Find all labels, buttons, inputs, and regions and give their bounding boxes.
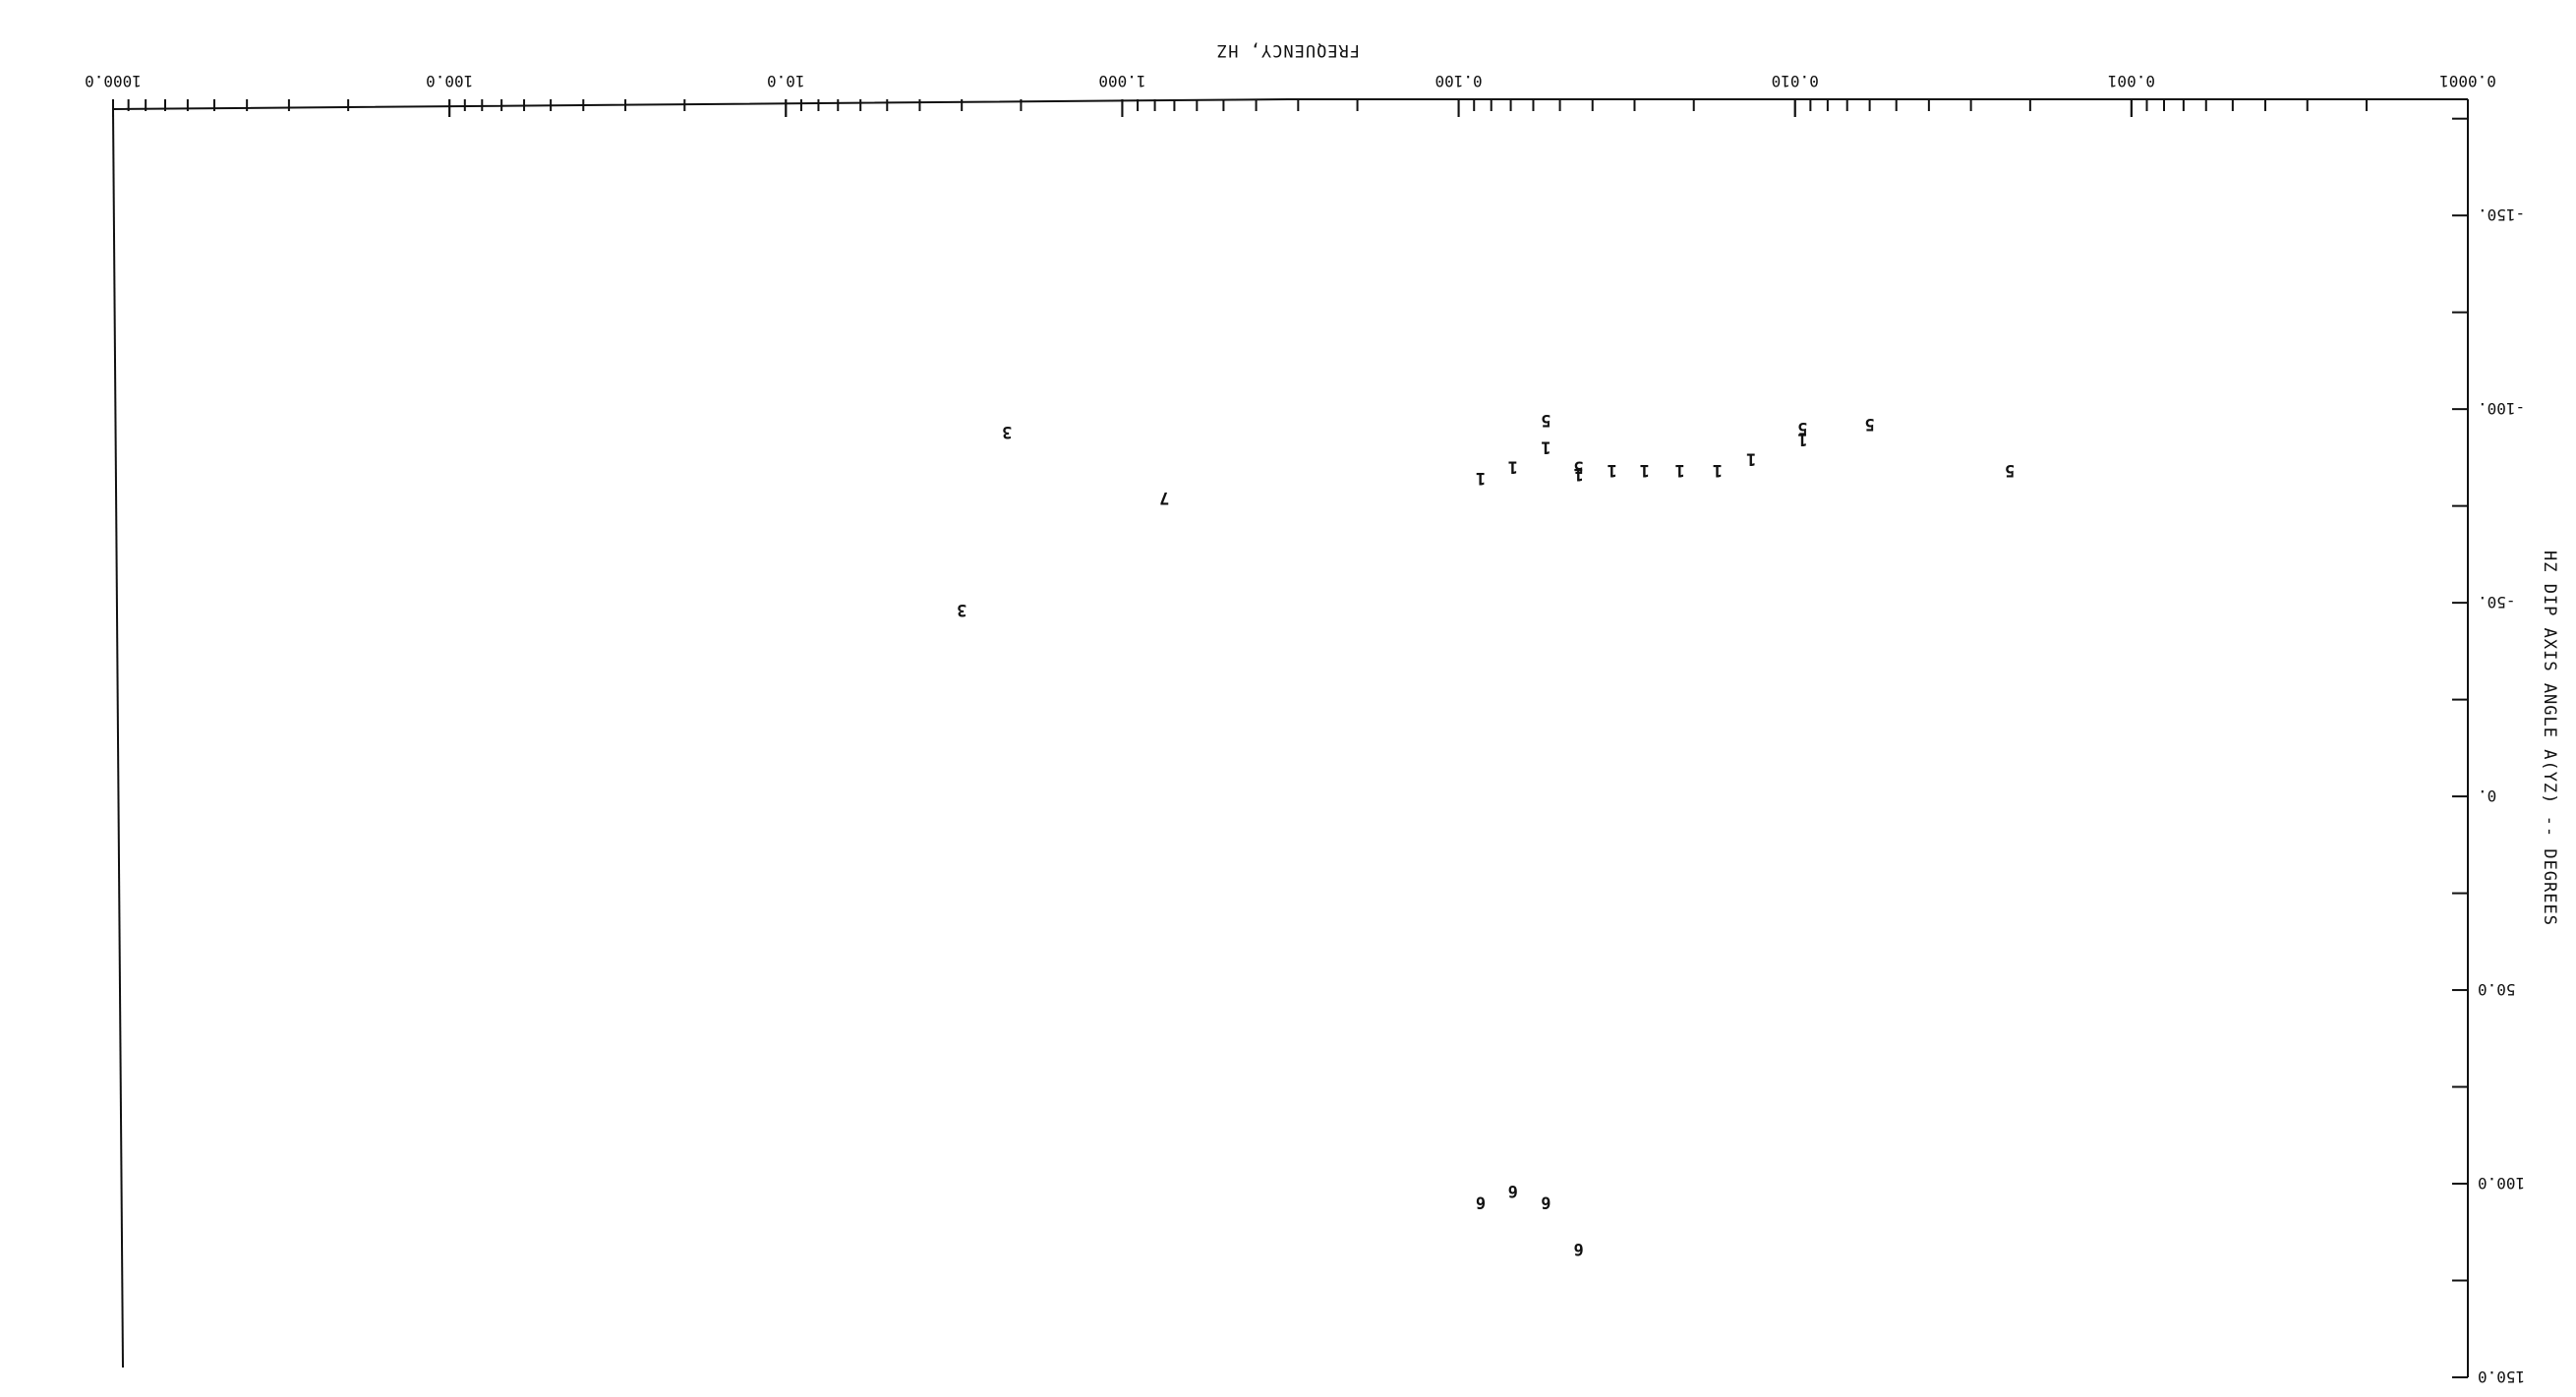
data-point-7: 7 — [1159, 488, 1169, 507]
x-tick-label: 0.001 — [2108, 72, 2155, 90]
data-point-1: 1 — [1607, 460, 1616, 480]
data-point-1: 1 — [1674, 460, 1684, 480]
x-tick-label: 0.010 — [1772, 72, 1819, 90]
x-tick-label: 0.100 — [1434, 72, 1482, 90]
data-point-5: 5 — [1864, 414, 1874, 434]
data-point-5: 5 — [1797, 418, 1807, 437]
data-point-1: 1 — [1713, 460, 1723, 480]
data-point-3: 3 — [957, 600, 966, 619]
data-point-5: 5 — [2005, 460, 2015, 480]
y-axis-label: HZ DIP AXIS ANGLE A(YZ) -- DEGREES — [2540, 551, 2559, 926]
data-point-6: 6 — [1541, 1193, 1551, 1212]
data-point-1: 1 — [1746, 448, 1756, 468]
right-edge-line — [112, 108, 124, 1368]
data-point-3: 3 — [1002, 422, 1012, 441]
y-tick-label: 50.0 — [2478, 980, 2516, 999]
data-point-1: 1 — [1573, 464, 1583, 484]
x-tick-label: 1000.0 — [85, 72, 142, 90]
data-point-1: 1 — [1508, 456, 1518, 476]
data-point-5: 5 — [1573, 456, 1583, 476]
y-tick-label: 0. — [2478, 786, 2496, 805]
x-tick-label: 10.0 — [767, 72, 805, 90]
data-point-6: 6 — [1508, 1181, 1518, 1200]
y-tick-label: -100. — [2478, 399, 2525, 418]
data-point-1: 1 — [1541, 437, 1551, 457]
x-tick-label: 0.0001 — [2439, 72, 2496, 90]
data-point-5: 5 — [1541, 410, 1551, 430]
data-point-6: 6 — [1573, 1239, 1583, 1258]
y-tick-label: -150. — [2478, 205, 2525, 224]
x-axis-label: FREQUENCY, HZ — [1216, 40, 1360, 60]
plot-axes — [112, 98, 2469, 1377]
data-point-1: 1 — [1640, 460, 1650, 480]
y-tick-label: 150.0 — [2478, 1368, 2525, 1386]
data-point-1: 1 — [1476, 468, 1486, 488]
y-tick-label: -50. — [2478, 593, 2516, 611]
x-axis-ticks: 0.0001 0.001 0.010 0.100 1.000 10.0 100.0 1000.… — [85, 72, 2496, 117]
x-tick-label: 100.0 — [426, 72, 473, 90]
data-point-1: 1 — [1797, 430, 1807, 449]
y-tick-label: 100.0 — [2478, 1174, 2525, 1193]
data-point-6: 6 — [1476, 1193, 1486, 1212]
y-axis-ticks: -150. -100. -50. 0. 50.0 100.0 150.0 — [2452, 117, 2525, 1386]
x-tick-label: 1.000 — [1098, 72, 1145, 90]
x-axis-line — [112, 98, 2468, 110]
